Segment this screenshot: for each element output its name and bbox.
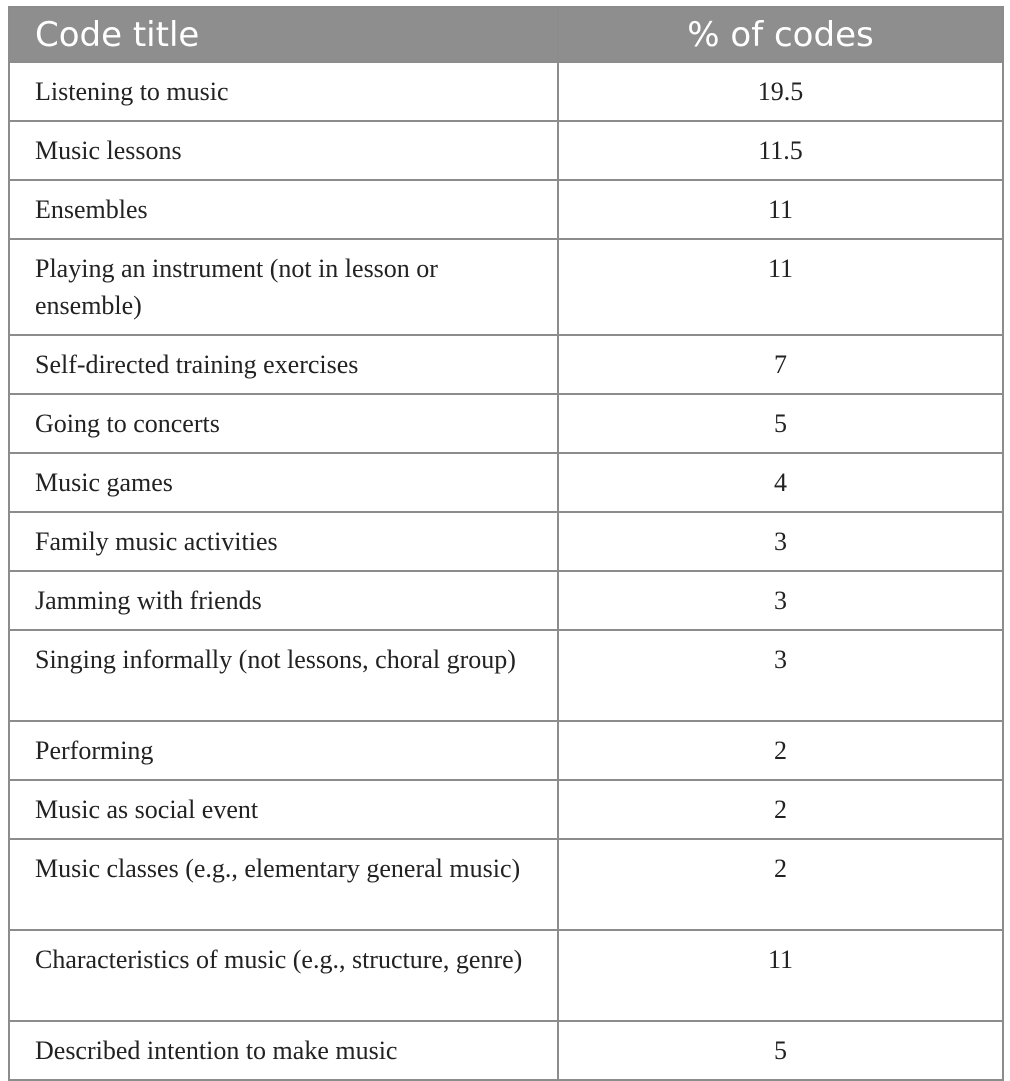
table-row: Music classes (e.g., elementary general … [8, 838, 1004, 931]
table-row: Ensembles 11 [8, 179, 1004, 240]
table-row: Performing 2 [8, 720, 1004, 781]
code-title-cell: Family music activities [8, 511, 559, 572]
percent-cell: 19.5 [557, 61, 1004, 122]
percent-cell: 4 [557, 452, 1004, 513]
percent-cell: 3 [557, 511, 1004, 572]
code-title-cell: Characteristics of music (e.g., structur… [8, 929, 559, 1022]
code-title-cell: Described intention to make music [8, 1020, 559, 1081]
code-title-cell: Music classes (e.g., elementary general … [8, 838, 559, 931]
table-header: Code title % of codes [8, 6, 1004, 63]
header-percent-of-codes: % of codes [557, 6, 1004, 63]
codes-table-container: Code title % of codes Listening to music… [8, 6, 1004, 1081]
table-row: Singing informally (not lessons, choral … [8, 629, 1004, 722]
table-row: Going to concerts 5 [8, 393, 1004, 454]
code-title-cell: Music games [8, 452, 559, 513]
header-row: Code title % of codes [8, 6, 1004, 63]
table-row: Self-directed training exercises 7 [8, 334, 1004, 395]
code-title-cell: Self-directed training exercises [8, 334, 559, 395]
table-row: Family music activities 3 [8, 511, 1004, 572]
table-row: Music as social event 2 [8, 779, 1004, 840]
table-row: Jamming with friends 3 [8, 570, 1004, 631]
table-row: Playing an instrument (not in lesson or … [8, 238, 1004, 336]
code-title-cell: Playing an instrument (not in lesson or … [8, 238, 559, 336]
code-title-cell: Ensembles [8, 179, 559, 240]
code-title-cell: Music lessons [8, 120, 559, 181]
percent-cell: 2 [557, 720, 1004, 781]
percent-cell: 2 [557, 779, 1004, 840]
codes-table: Code title % of codes Listening to music… [8, 6, 1004, 1081]
percent-cell: 7 [557, 334, 1004, 395]
table-body: Listening to music 19.5 Music lessons 11… [8, 61, 1004, 1081]
percent-cell: 3 [557, 570, 1004, 631]
percent-cell: 11 [557, 179, 1004, 240]
code-title-cell: Jamming with friends [8, 570, 559, 631]
percent-cell: 11.5 [557, 120, 1004, 181]
code-title-cell: Going to concerts [8, 393, 559, 454]
code-title-cell: Singing informally (not lessons, choral … [8, 629, 559, 722]
percent-cell: 11 [557, 929, 1004, 1022]
table-row: Listening to music 19.5 [8, 61, 1004, 122]
percent-cell: 5 [557, 1020, 1004, 1081]
percent-cell: 3 [557, 629, 1004, 722]
percent-cell: 5 [557, 393, 1004, 454]
table-row: Music games 4 [8, 452, 1004, 513]
percent-cell: 2 [557, 838, 1004, 931]
header-code-title: Code title [8, 6, 559, 63]
code-title-cell: Music as social event [8, 779, 559, 840]
code-title-cell: Listening to music [8, 61, 559, 122]
percent-cell: 11 [557, 238, 1004, 336]
table-row: Characteristics of music (e.g., structur… [8, 929, 1004, 1022]
table-row: Music lessons 11.5 [8, 120, 1004, 181]
code-title-cell: Performing [8, 720, 559, 781]
table-row: Described intention to make music 5 [8, 1020, 1004, 1081]
